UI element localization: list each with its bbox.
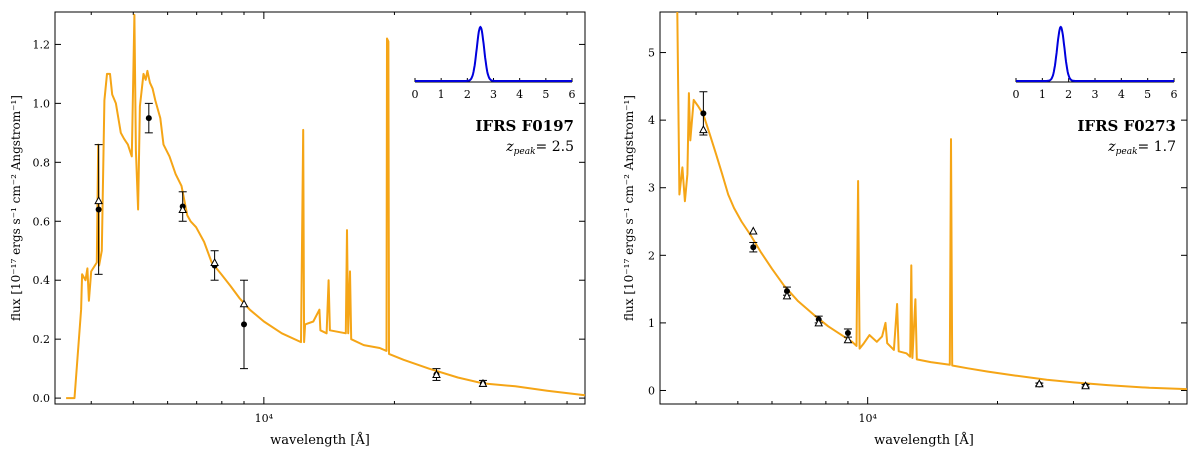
z-peak-label: zpeak= 2.5 xyxy=(505,139,574,157)
inset-tick-label: 4 xyxy=(1118,88,1125,101)
model-flux-triangle xyxy=(432,369,441,379)
x-axis-label: wavelength [Å] xyxy=(874,432,974,448)
inset-tick-label: 0 xyxy=(1013,88,1020,101)
model-flux-triangle xyxy=(782,291,792,300)
z-peak-label: zpeak= 1.7 xyxy=(1107,139,1176,157)
plot-frame xyxy=(54,11,586,405)
redshift-pdf-line xyxy=(1016,25,1174,82)
inset-tick-label: 2 xyxy=(1065,88,1072,101)
inset-tick-label: 6 xyxy=(1171,88,1178,101)
model-flux-triangle xyxy=(1081,381,1090,390)
y-tick-label: 1.0 xyxy=(33,97,51,110)
y-tick-label: 3 xyxy=(648,182,655,195)
inset-tick-label: 2 xyxy=(464,88,471,101)
x-axis-label: wavelength [Å] xyxy=(270,432,370,448)
inset-tick-label: 3 xyxy=(1092,88,1099,101)
object-name: IFRS F0197 xyxy=(475,117,574,135)
photometry-point xyxy=(750,244,757,251)
model-flux-triangle xyxy=(478,378,488,387)
inset-tick-label: 5 xyxy=(542,88,549,101)
inset-tick-label: 0 xyxy=(412,88,419,101)
y-axis: 0 1 2 3 4 5 xyxy=(648,47,1187,397)
y-tick-label: 0.0 xyxy=(33,392,51,405)
x-tick-label: 10⁴ xyxy=(255,412,274,425)
model-flux-triangle xyxy=(814,318,824,327)
object-name: IFRS F0273 xyxy=(1077,117,1176,135)
inset-tick-label: 1 xyxy=(438,88,445,101)
y-tick-label: 1.2 xyxy=(33,38,51,51)
sed-panel-left: 0.0 0.2 0.4 0.6 0.8 1.0 1.2 10⁴ 0 1 2 3 4 5 6 IFRS F… xyxy=(9,11,586,448)
y-tick-label: 4 xyxy=(648,114,655,127)
photometry-points xyxy=(94,102,488,387)
photometry-points xyxy=(699,91,1090,390)
photometry-point xyxy=(844,330,851,337)
sed-panel-right: 0 1 2 3 4 5 10⁴ 0 1 2 3 4 5 6 IFRS F0273 zpeak= 1.7… xyxy=(622,11,1188,448)
model-flux-triangle xyxy=(239,299,249,308)
x-tick-label: 10⁴ xyxy=(858,412,877,425)
photometry-point xyxy=(145,115,152,122)
y-tick-label: 0.4 xyxy=(33,274,51,287)
model-flux-triangle xyxy=(699,125,708,134)
sed-model-line xyxy=(66,13,586,400)
y-tick-label: 1 xyxy=(648,317,655,330)
plot-frame xyxy=(659,11,1188,405)
photometry-point xyxy=(241,321,248,328)
y-tick-label: 0.8 xyxy=(33,156,51,169)
model-flux-triangle xyxy=(748,226,758,235)
photometry-point xyxy=(95,206,102,213)
photometry-point xyxy=(700,110,707,117)
inset-tick-label: 3 xyxy=(490,88,497,101)
y-tick-label: 0.2 xyxy=(33,333,51,346)
model-flux-triangle xyxy=(1034,379,1044,388)
y-tick-label: 5 xyxy=(648,47,655,60)
redshift-inset: 0 1 2 3 4 5 6 xyxy=(1013,25,1178,101)
model-flux-triangle xyxy=(843,335,853,344)
inset-tick-label: 6 xyxy=(569,88,576,101)
y-tick-label: 2 xyxy=(648,249,655,262)
sed-model-line xyxy=(676,11,1188,391)
redshift-pdf-line xyxy=(415,25,572,82)
y-axis: 0.0 0.2 0.4 0.6 0.8 1.0 1.2 xyxy=(33,38,585,405)
sed-series xyxy=(676,11,1188,391)
inset-tick-label: 4 xyxy=(516,88,523,101)
y-tick-label: 0 xyxy=(648,384,655,397)
inset-tick-label: 1 xyxy=(1039,88,1046,101)
y-axis-label: flux [10⁻¹⁷ ergs s⁻¹ cm⁻² Angstrom⁻¹] xyxy=(9,95,23,321)
inset-tick-label: 5 xyxy=(1144,88,1151,101)
redshift-inset: 0 1 2 3 4 5 6 xyxy=(412,25,576,101)
y-axis-label: flux [10⁻¹⁷ ergs s⁻¹ cm⁻² Angstrom⁻¹] xyxy=(622,95,636,321)
y-tick-label: 0.6 xyxy=(33,215,51,228)
model-flux-triangle xyxy=(94,196,103,205)
model-flux-triangle xyxy=(210,257,219,267)
x-axis: 10⁴ xyxy=(90,12,568,425)
sed-series xyxy=(66,13,586,400)
photometry-point xyxy=(783,288,790,295)
model-flux-triangle xyxy=(178,204,188,213)
x-axis: 10⁴ xyxy=(695,12,1170,425)
